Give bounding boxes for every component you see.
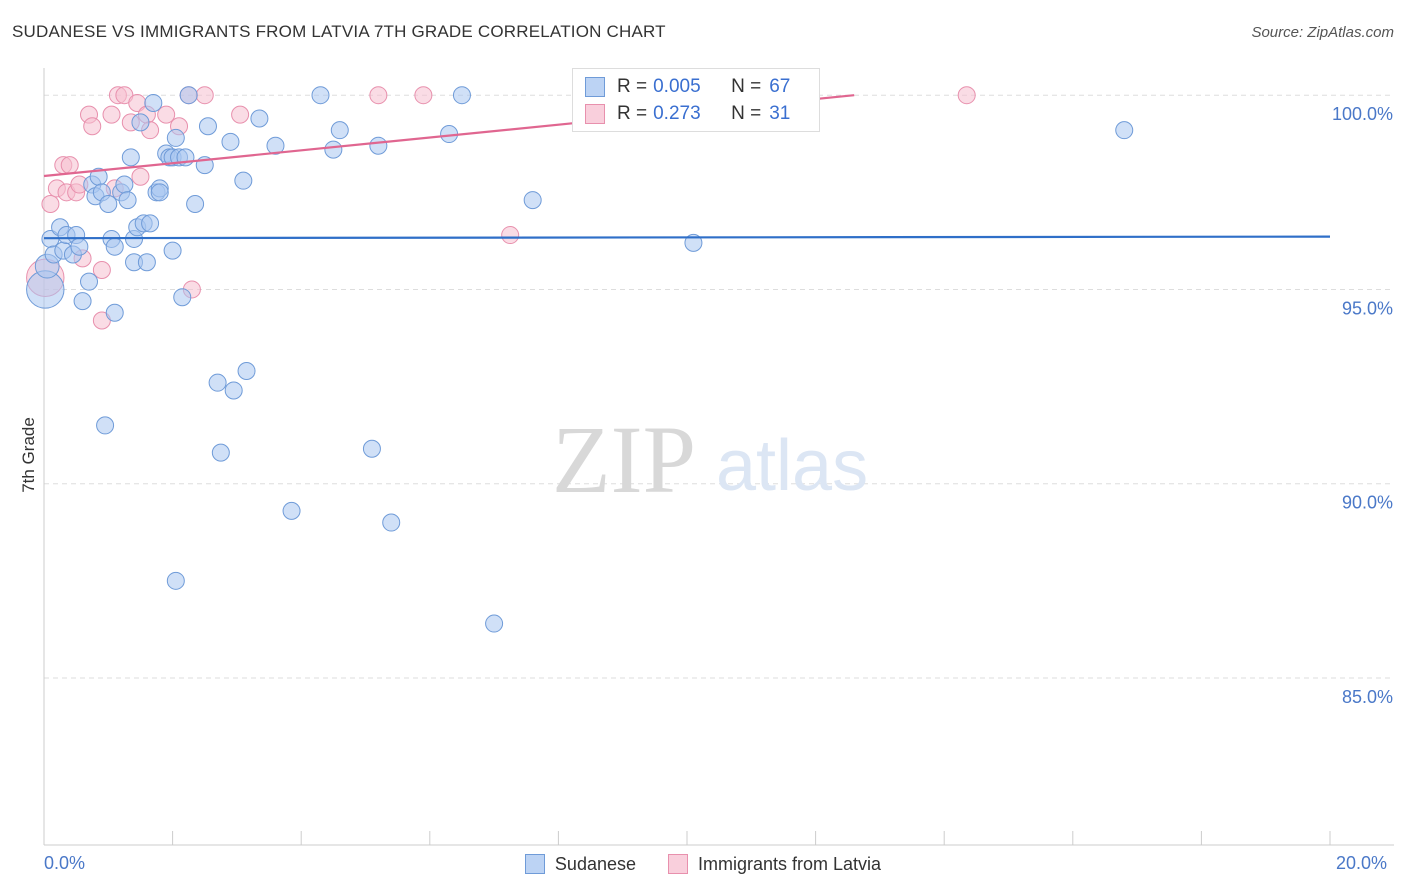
data-point <box>80 272 99 291</box>
y-tick-label: 85.0% <box>1342 687 1393 707</box>
data-point <box>102 105 121 124</box>
data-point <box>115 175 134 194</box>
axes <box>43 68 1394 846</box>
sudanese-swatch <box>585 77 605 97</box>
latvia-swatch <box>585 104 605 124</box>
data-point <box>73 292 92 311</box>
y-tick-labels: 100.0% 95.0% 90.0% 85.0% <box>1332 104 1393 707</box>
data-point <box>957 86 976 105</box>
x-tick-label-max: 20.0% <box>1336 853 1387 873</box>
legend-item-sudanese[interactable]: Sudanese <box>524 853 636 875</box>
data-point <box>163 241 182 260</box>
data-point <box>121 148 140 167</box>
data-point <box>501 226 520 245</box>
latvia-swatch <box>668 854 688 874</box>
data-point <box>157 105 176 124</box>
n-label: N = <box>731 103 762 124</box>
data-point <box>141 214 160 233</box>
stats-row-sudanese: R = 0.005 N = 67 <box>585 76 790 98</box>
data-point <box>166 128 185 147</box>
data-point <box>92 261 111 280</box>
data-point <box>1115 121 1134 140</box>
data-point <box>330 121 349 140</box>
data-point <box>362 439 381 458</box>
source-credit: Source: ZipAtlas.com <box>1251 24 1394 41</box>
stats-row-latvia: R = 0.273 N = 31 <box>585 103 790 125</box>
sudanese-swatch <box>524 854 545 874</box>
data-point <box>118 191 137 210</box>
data-point <box>208 373 227 392</box>
n-value: 67 <box>769 76 791 97</box>
y-tick-label: 90.0% <box>1342 493 1393 513</box>
data-point <box>179 86 198 105</box>
trend-line-blue <box>43 235 1331 240</box>
data-point <box>83 117 102 136</box>
data-point <box>311 86 330 105</box>
data-point <box>105 237 124 256</box>
r-value: 0.273 <box>653 103 701 124</box>
r-value: 0.005 <box>653 76 701 97</box>
data-point <box>99 194 118 213</box>
series-immigrants-from-latvia <box>26 86 976 330</box>
x-tick-label-min: 0.0% <box>44 853 85 873</box>
data-point <box>144 93 163 112</box>
stats-legend: R = 0.005 N = 67 R = 0.273 N = 31 <box>572 68 820 132</box>
data-point <box>166 571 185 590</box>
r-label: R = <box>617 103 648 124</box>
data-point <box>523 191 542 210</box>
data-point <box>60 156 79 175</box>
watermark-atlas: atlas <box>716 426 868 506</box>
series-legend: Sudanese Immigrants from Latvia <box>0 852 1406 876</box>
data-point <box>250 109 269 128</box>
series-sudanese <box>26 86 1134 633</box>
x-ticks <box>43 831 1331 845</box>
data-point <box>70 237 89 256</box>
data-point <box>131 167 150 186</box>
data-point <box>131 113 150 132</box>
data-point <box>684 233 703 252</box>
data-point <box>224 381 243 400</box>
data-point <box>137 253 156 272</box>
data-point <box>198 117 217 136</box>
r-label: R = <box>617 76 648 97</box>
data-point <box>41 194 60 213</box>
data-point <box>234 171 253 190</box>
n-value: 31 <box>769 103 791 124</box>
data-point <box>96 416 115 435</box>
legend-label: Sudanese <box>554 853 636 874</box>
legend-label: Immigrants from Latvia <box>698 853 882 874</box>
data-point <box>221 132 240 151</box>
watermark-zip: ZIP <box>552 406 696 513</box>
data-point <box>369 86 388 105</box>
y-axis-label: 7th Grade <box>19 417 38 493</box>
data-point <box>369 136 388 155</box>
data-point <box>282 501 301 520</box>
data-point <box>173 288 192 307</box>
data-point <box>414 86 433 105</box>
data-point <box>150 183 169 202</box>
data-point <box>485 614 504 633</box>
data-point <box>105 303 124 322</box>
chart-title: SUDANESE VS IMMIGRANTS FROM LATVIA 7TH G… <box>12 22 666 41</box>
data-point <box>237 362 256 381</box>
data-point <box>382 513 401 532</box>
data-point <box>266 136 285 155</box>
y-tick-label: 100.0% <box>1332 104 1393 124</box>
data-point <box>231 105 250 124</box>
legend-item-latvia[interactable]: Immigrants from Latvia <box>668 854 881 875</box>
data-point <box>195 86 214 105</box>
data-point <box>452 86 471 105</box>
n-label: N = <box>731 76 762 97</box>
y-tick-label: 95.0% <box>1342 298 1393 318</box>
data-point <box>211 443 230 462</box>
data-point <box>186 194 205 213</box>
data-point <box>324 140 343 159</box>
